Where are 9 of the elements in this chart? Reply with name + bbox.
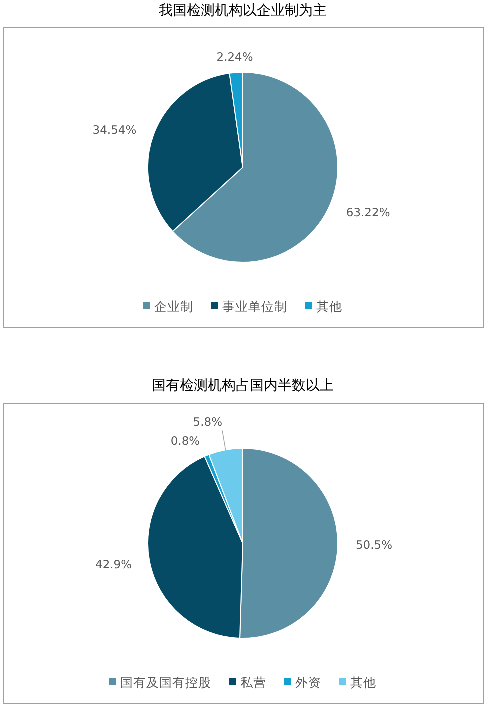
- legend-label: 企业制: [154, 299, 194, 314]
- chart-title: 我国检测机构以企业制为主: [159, 3, 327, 19]
- legend-label: 事业单位制: [222, 299, 288, 314]
- legend-label: 私营: [240, 675, 266, 690]
- legend-label: 其他: [316, 299, 342, 314]
- chart-title: 国有检测机构占国内半数以上: [152, 378, 334, 394]
- legend-label: 其他: [350, 675, 376, 690]
- legend-label: 国有及国有控股: [120, 675, 212, 690]
- legend-label: 外资: [296, 675, 322, 690]
